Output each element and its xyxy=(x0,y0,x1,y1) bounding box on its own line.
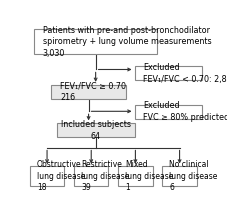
Text: Excluded
FVC ≥ 80% predicted: 152: Excluded FVC ≥ 80% predicted: 152 xyxy=(143,101,227,122)
Text: Obstructive
lung disease
18: Obstructive lung disease 18 xyxy=(37,160,85,192)
Text: No clinical
lung disease
6: No clinical lung disease 6 xyxy=(169,160,217,192)
FancyBboxPatch shape xyxy=(30,166,64,186)
FancyBboxPatch shape xyxy=(51,85,125,99)
Text: Restrictive
lung disease
39: Restrictive lung disease 39 xyxy=(81,160,129,192)
FancyBboxPatch shape xyxy=(74,166,108,186)
Text: Excluded
FEV₁/FVC < 0.70: 2,814: Excluded FEV₁/FVC < 0.70: 2,814 xyxy=(143,63,227,84)
FancyBboxPatch shape xyxy=(162,166,196,186)
Text: Included subjects
64: Included subjects 64 xyxy=(60,120,130,141)
FancyBboxPatch shape xyxy=(57,123,134,137)
FancyBboxPatch shape xyxy=(118,166,152,186)
Text: Patients with pre-and post-bronchodilator
spirometry + lung volume measurements
: Patients with pre-and post-bronchodilato… xyxy=(42,26,210,58)
FancyBboxPatch shape xyxy=(134,105,201,119)
Text: FEV₁/FVC ≥ 0.70
216: FEV₁/FVC ≥ 0.70 216 xyxy=(60,82,126,102)
FancyBboxPatch shape xyxy=(34,29,157,54)
FancyBboxPatch shape xyxy=(134,66,201,80)
Text: Mixed
lung disease
1: Mixed lung disease 1 xyxy=(125,160,173,192)
